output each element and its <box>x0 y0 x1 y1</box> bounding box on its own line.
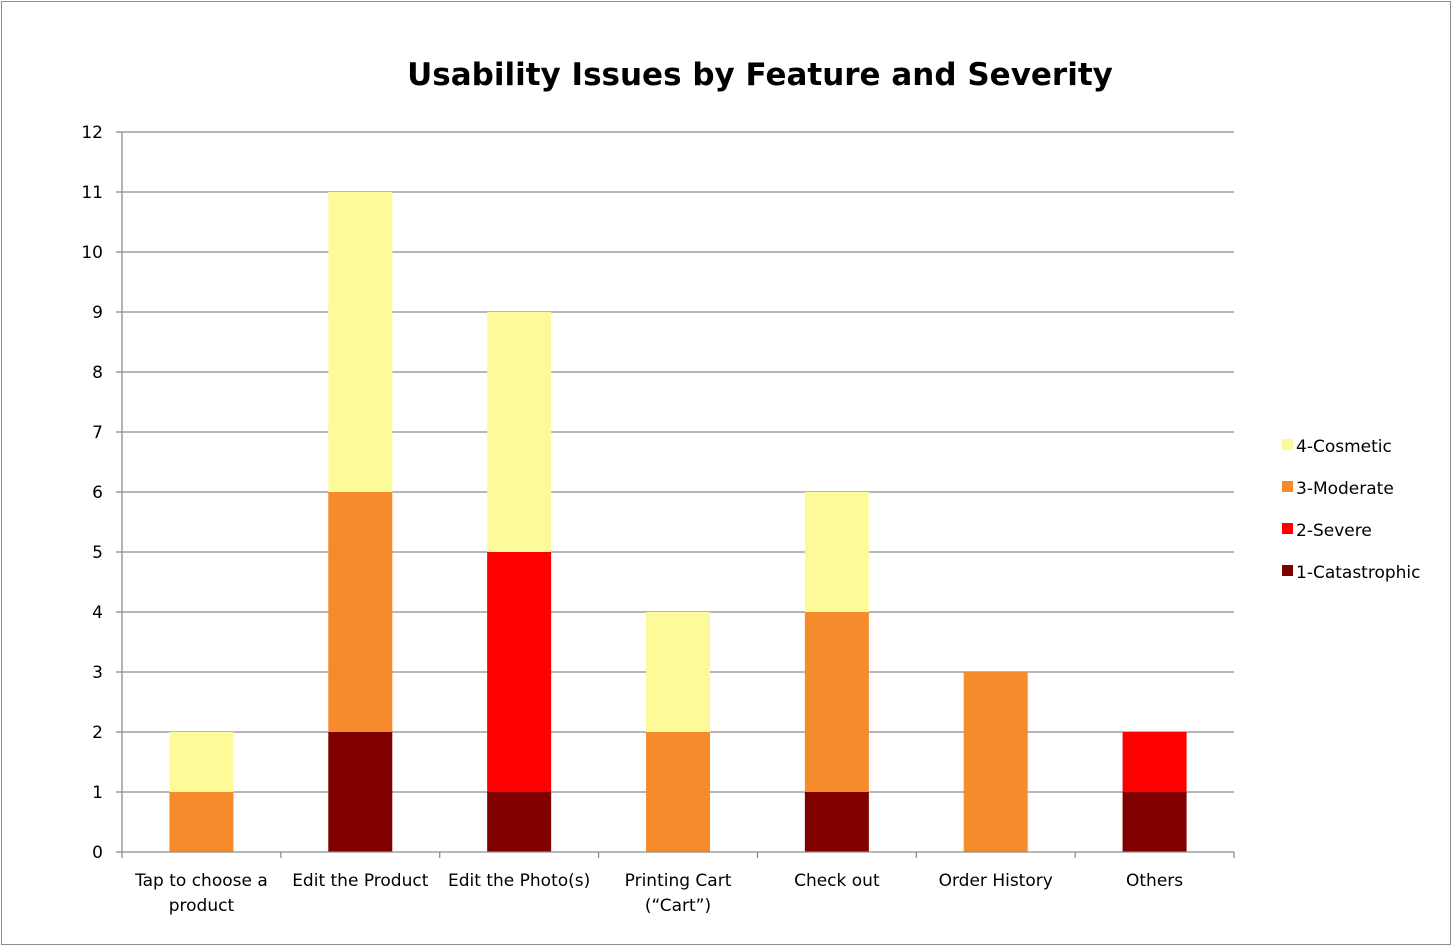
bar-segment-4-cosmetic <box>169 732 234 792</box>
x-tick-label: Others <box>1126 871 1183 891</box>
gridlines <box>122 131 1234 793</box>
y-tick-label: 7 <box>92 423 103 443</box>
legend-label: 1-Catastrophic <box>1296 563 1421 583</box>
legend-label: 3-Moderate <box>1296 479 1394 499</box>
legend-swatch-4-cosmetic <box>1282 439 1293 450</box>
x-tick-label: Printing Cart <box>625 871 732 891</box>
bar-segment-4-cosmetic <box>328 192 393 492</box>
x-tick-label: Edit the Photo(s) <box>448 871 590 891</box>
bar-segment-1-catastrophic <box>487 792 552 852</box>
y-tick-label: 6 <box>92 483 103 503</box>
bar-segment-4-cosmetic <box>804 492 869 612</box>
legend-swatch-3-moderate <box>1282 481 1293 492</box>
y-tick-label: 3 <box>92 663 103 683</box>
y-tick-label: 1 <box>92 783 103 803</box>
y-tick-label: 12 <box>81 123 103 143</box>
x-tick-label: product <box>169 896 235 916</box>
bar-segment-1-catastrophic <box>1122 792 1187 852</box>
bar-segment-3-moderate <box>169 792 234 852</box>
chart-title: Usability Issues by Feature and Severity <box>407 57 1113 93</box>
legend-swatch-1-catastrophic <box>1282 565 1293 576</box>
y-tick-label: 0 <box>92 843 103 863</box>
bar-segment-2-severe <box>1122 732 1187 792</box>
bar-segment-2-severe <box>487 552 552 792</box>
y-tick-label: 9 <box>92 303 103 323</box>
bars <box>169 192 1187 852</box>
y-tick-label: 5 <box>92 543 103 563</box>
y-tick-label: 11 <box>81 183 103 203</box>
x-tick-label: Order History <box>939 871 1053 891</box>
x-tick-label: Check out <box>794 871 880 891</box>
y-tick-label: 10 <box>81 243 103 263</box>
bar-segment-3-moderate <box>646 732 710 852</box>
x-tick-label: Tap to choose a <box>134 871 268 891</box>
bar-segment-1-catastrophic <box>804 792 869 852</box>
bar-segment-1-catastrophic <box>328 732 393 852</box>
y-tick-label: 4 <box>92 603 103 623</box>
bar-segment-3-moderate <box>963 672 1028 852</box>
legend: 4-Cosmetic 3-Moderate 2-Severe 1-Catastroph… <box>1282 437 1421 583</box>
y-tick-label: 8 <box>92 363 103 383</box>
legend-swatch-2-severe <box>1282 523 1293 534</box>
x-tick-label: Edit the Product <box>292 871 429 891</box>
bar-segment-4-cosmetic <box>487 312 552 552</box>
bar-segment-3-moderate <box>328 492 393 732</box>
bar-segment-3-moderate <box>804 612 869 792</box>
y-tick-label: 2 <box>92 723 103 743</box>
x-tick-label: (“Cart”) <box>645 896 711 916</box>
bar-segment-4-cosmetic <box>646 612 710 732</box>
legend-label: 4-Cosmetic <box>1296 437 1392 457</box>
legend-label: 2-Severe <box>1296 521 1372 541</box>
